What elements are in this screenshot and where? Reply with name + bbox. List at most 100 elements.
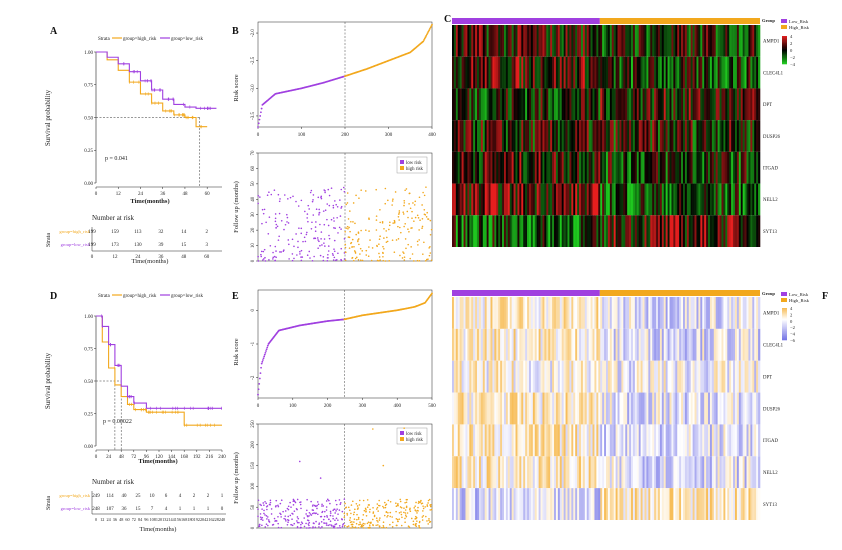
risk-count-high: 14 [181,230,187,235]
heatmap-cell [642,25,645,57]
heatmap-cell [588,56,591,89]
heatmap-cell [715,25,718,57]
high-risk-follow-point [365,510,367,513]
e-risk-score-plot: -2-100 100 200 300 400 500 [251,289,436,409]
heatmap-cell [738,424,742,457]
heatmap-cell [727,456,730,489]
heatmap-cell [748,151,751,184]
heatmap-cell [519,392,522,425]
heatmap-cell [673,488,676,520]
heatmap-cell [619,56,622,89]
heatmap-cell [636,151,640,184]
heatmap-cell [546,328,549,361]
low-risk-follow-point [325,509,328,511]
high-risk-follow-point [359,523,362,526]
low-risk-follow-point [292,513,294,515]
low-risk-follow-point [260,255,263,258]
heatmap-cell [665,215,668,247]
low-risk-follow-point [293,510,296,512]
heatmap-cell [727,56,730,89]
risk-count-low: 4 [165,507,168,512]
heatmap-cell [534,360,537,393]
heatmap-cell [540,183,543,216]
risk-count-high: 2 [207,494,210,499]
heatmap-cell [521,120,524,152]
heatmap-cell [579,328,582,361]
high-risk-follow-point [395,502,397,504]
high-risk-follow-point [428,247,430,249]
low-risk-follow-point [285,520,287,522]
heatmap-cell [521,151,524,184]
heatmap-cell [536,25,539,57]
heatmap-cell [715,424,718,457]
heatmap-cell [721,456,724,489]
heatmap-cell [744,151,747,184]
heatmap-cell [550,183,553,216]
heatmap-cell [580,183,584,216]
heatmap-cell [530,392,534,425]
heatmap-cell [717,25,720,57]
heatmap-cell [756,215,759,247]
heatmap-cell [540,151,543,184]
low-risk-follow-point [293,257,295,260]
heatmap-cell [709,151,713,184]
heatmap-cell [488,392,491,425]
high-risk-follow-point [393,251,396,254]
heatmap-cell [715,488,718,520]
low-risk-follow-point [311,505,314,507]
low-risk-follow-point [279,198,281,200]
heatmap-cell [646,360,649,393]
low-risk-follow-point [264,501,266,503]
heatmap-cell [527,488,530,520]
heatmap-cell [542,215,545,247]
color-scale-step [782,329,787,331]
heatmap-cell [498,25,501,57]
low-risk-follow-point [305,513,307,515]
heatmap-cell [706,328,709,361]
heatmap-cell [698,488,701,520]
high-risk-follow-point [422,507,425,510]
heatmap-cell [675,424,678,457]
heatmap-cell [621,151,624,184]
heatmap-cell [681,424,684,457]
heatmap-cell [736,183,740,216]
high-risk-follow-point [416,240,419,243]
high-risk-follow-point [404,509,407,511]
high-risk-follow-point [391,525,394,528]
high-risk-follow-point [350,527,352,529]
heatmap-cell [579,183,582,216]
heatmap-cell [573,456,576,489]
high-risk-score-point [424,36,427,39]
heatmap-cell [577,488,580,520]
low-risk-follow-point [312,522,315,524]
low-risk-follow-point [320,195,323,198]
heatmap-cell [738,456,742,489]
follow-legend-high-label: high risk [406,438,424,443]
heatmap-cell [621,215,624,247]
heatmap-cell [646,297,649,329]
heatmap-cell [563,183,566,216]
heatmap-cell [677,183,680,216]
high-risk-follow-point [362,514,365,516]
high-risk-follow-point [372,506,374,509]
heatmap-cell [561,25,564,57]
low-risk-follow-point [312,199,314,201]
heatmap-cell [725,392,728,425]
heatmap-cell [623,183,626,216]
y-tick-label: 20 [251,227,256,233]
heatmap-cell [688,215,691,247]
heatmap-cell [600,392,603,425]
heatmap-cell [494,456,497,489]
heatmap-cell [632,488,636,520]
heatmap-cell [525,151,528,184]
heatmap-cell [513,456,516,489]
heatmap-cell [567,88,570,121]
heatmap-cell [509,392,512,425]
heatmap-cell [544,120,547,152]
heatmap-cell [496,456,499,489]
heatmap-cell [656,183,659,216]
heatmap-cell [656,151,659,184]
heatmap-cell [709,56,713,89]
heatmap-cell [740,151,743,184]
low-risk-follow-point [307,204,310,207]
